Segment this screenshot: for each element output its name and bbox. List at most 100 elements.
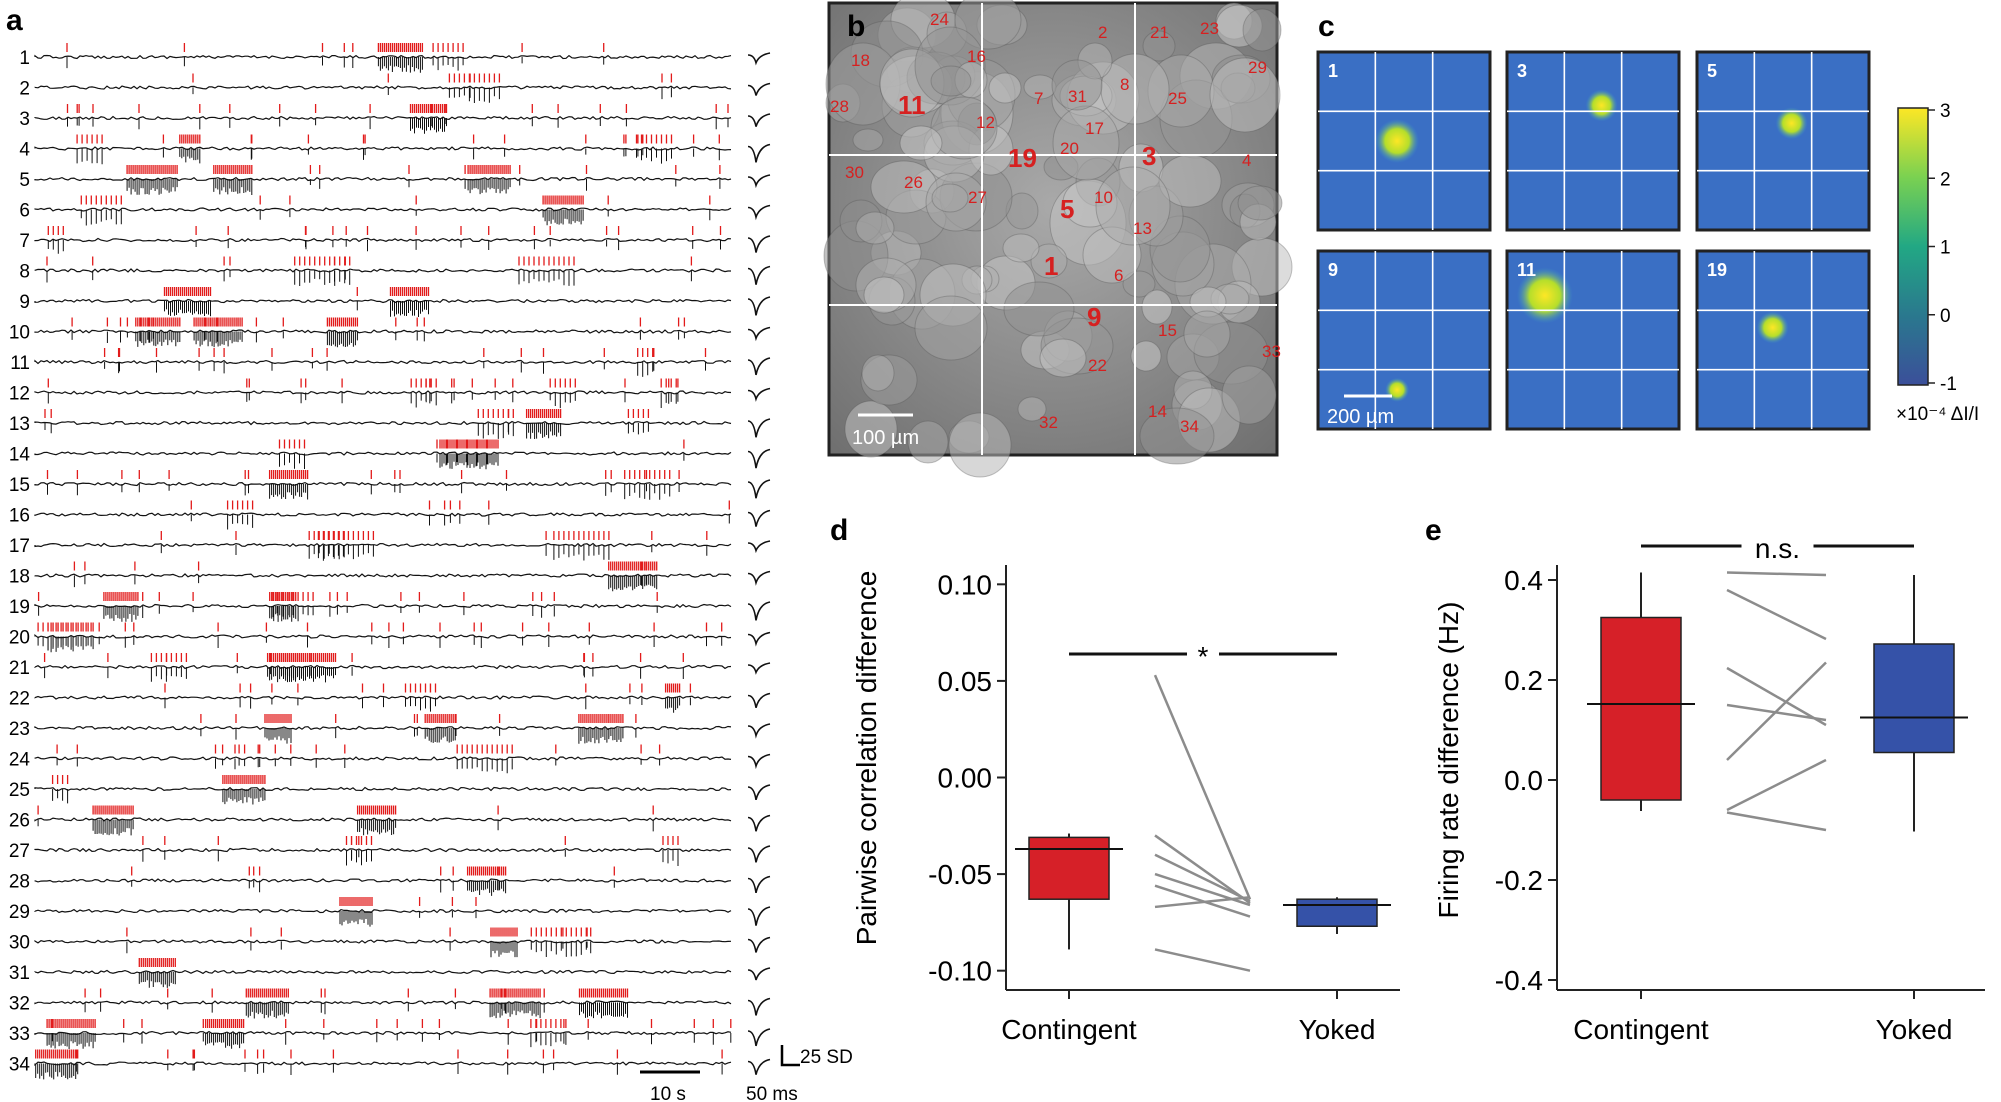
- y-tick-label: 0.2: [1504, 665, 1543, 696]
- cell-blob: [914, 295, 988, 361]
- trace-line: [34, 939, 732, 944]
- panel-d: d Pairwise correlation difference 0.100.…: [830, 514, 1400, 1045]
- spike-waveform: [747, 631, 771, 647]
- tile-number: 11: [1517, 260, 1536, 280]
- paired-line: [1154, 948, 1251, 972]
- colorbar-ticks: 3 2 1 0 -1: [1928, 101, 1957, 395]
- x-tick-label: Contingent: [1001, 1014, 1137, 1045]
- y-tick-label: 0.10: [938, 569, 993, 600]
- paired-line: [1726, 758, 1827, 812]
- spike-waveform: [747, 448, 771, 469]
- trace-line: [34, 817, 732, 822]
- trace-line: [34, 329, 732, 334]
- cell-blob: [1142, 30, 1176, 62]
- box-yoked: [1873, 643, 1955, 754]
- tile-scalebar-label: 200 µm: [1327, 406, 1394, 428]
- tile-number: 3: [1517, 61, 1527, 81]
- tile-grid: [1697, 251, 1869, 429]
- spike-raster: [160, 531, 708, 540]
- trace-spikes: [46, 1033, 732, 1049]
- trace-number: 19: [9, 597, 30, 618]
- trace-spikes: [47, 392, 679, 409]
- response-spot: [1385, 377, 1410, 402]
- tile-grid: [1318, 52, 1490, 230]
- spike-raster: [66, 104, 729, 113]
- trace-number: 9: [19, 292, 30, 313]
- trace-line: [34, 359, 732, 365]
- tile-number: 19: [1707, 260, 1727, 280]
- trace-line: [34, 725, 732, 731]
- cell-blob: [1139, 407, 1215, 465]
- trace-line: [34, 664, 732, 670]
- y-tick-label: -0.10: [928, 956, 992, 987]
- response-spot: [1756, 311, 1789, 344]
- colorbar-tick-label: 3: [1940, 101, 1951, 122]
- tile-grid: [1507, 52, 1679, 230]
- trace-spikes: [56, 758, 661, 774]
- paired-line: [1726, 661, 1827, 761]
- x-tick-label: Yoked: [1876, 1014, 1953, 1045]
- paired-line: [1726, 811, 1827, 832]
- trace-spikes: [46, 270, 692, 286]
- cell-number-label: 23: [1200, 19, 1219, 38]
- trace-line: [34, 633, 732, 639]
- spike-waveform: [747, 601, 771, 621]
- spike-raster: [43, 653, 684, 662]
- spike-waveform: [747, 174, 771, 189]
- spike-raster: [44, 409, 650, 418]
- spike-raster: [142, 836, 679, 845]
- cell-number-label: 21: [1150, 23, 1169, 42]
- spike-raster: [37, 592, 658, 601]
- spike-raster: [76, 134, 720, 144]
- colorbar-unit: ×10⁻⁴ ΔI/I: [1896, 404, 1979, 425]
- spike-raster: [278, 439, 685, 449]
- trace-number: 8: [19, 262, 30, 283]
- trace-spikes: [38, 606, 658, 622]
- spike-waveform: [747, 113, 771, 127]
- trace-spikes: [67, 118, 729, 134]
- cell-number-label: 8: [1120, 75, 1129, 94]
- trace-line: [34, 85, 732, 90]
- panel-a: a 12345678910111213141516171819202122232…: [6, 4, 853, 1102]
- trace-number: 31: [9, 963, 30, 984]
- cell-blob: [1002, 233, 1040, 263]
- trace-line: [34, 969, 732, 975]
- spike-waveform: [747, 357, 771, 376]
- tile-number: 1: [1328, 61, 1338, 81]
- spike-raster: [126, 927, 592, 937]
- cell-blob: [1030, 243, 1068, 279]
- response-tile: [1505, 50, 1681, 232]
- paired-line: [1154, 896, 1251, 909]
- trace-spikes: [164, 301, 429, 317]
- cell-blob: [1122, 270, 1156, 298]
- response-spot: [1375, 119, 1420, 163]
- tile-grid: [1507, 251, 1679, 429]
- panel-c: c 1 3 5 9 11 19 200 µm 3 2 1 0 -1 ×10⁻⁴ ΔI/I: [1316, 10, 1979, 431]
- trace-spikes: [80, 209, 711, 226]
- trace-number: 7: [19, 231, 30, 252]
- spike-waveform: [747, 296, 771, 316]
- y-tick-label: -0.4: [1495, 965, 1543, 996]
- colorbar: [1897, 107, 1929, 386]
- cell-number-label: 13: [1133, 219, 1152, 238]
- spike-raster: [51, 775, 266, 784]
- trace-number: 6: [19, 201, 30, 222]
- paired-line: [1154, 834, 1251, 905]
- spike-waveform: [747, 52, 771, 66]
- box-contingent: [1028, 836, 1110, 900]
- trace-spikes: [279, 453, 685, 470]
- trace-number: 15: [9, 475, 30, 496]
- spike-raster: [56, 744, 661, 754]
- trace-line: [34, 481, 732, 487]
- spike-waveform: [747, 479, 771, 499]
- cell-number-label: 20: [1060, 139, 1079, 158]
- waveform-scalebar: [780, 1045, 800, 1067]
- trace-spikes: [35, 1063, 723, 1080]
- spike-waveform: [747, 1058, 771, 1075]
- trace-spikes: [164, 697, 691, 713]
- panel-a-label: a: [6, 4, 23, 37]
- trace-number: 11: [10, 353, 30, 374]
- cell-blob: [1130, 340, 1162, 372]
- trace-spikes: [76, 148, 720, 165]
